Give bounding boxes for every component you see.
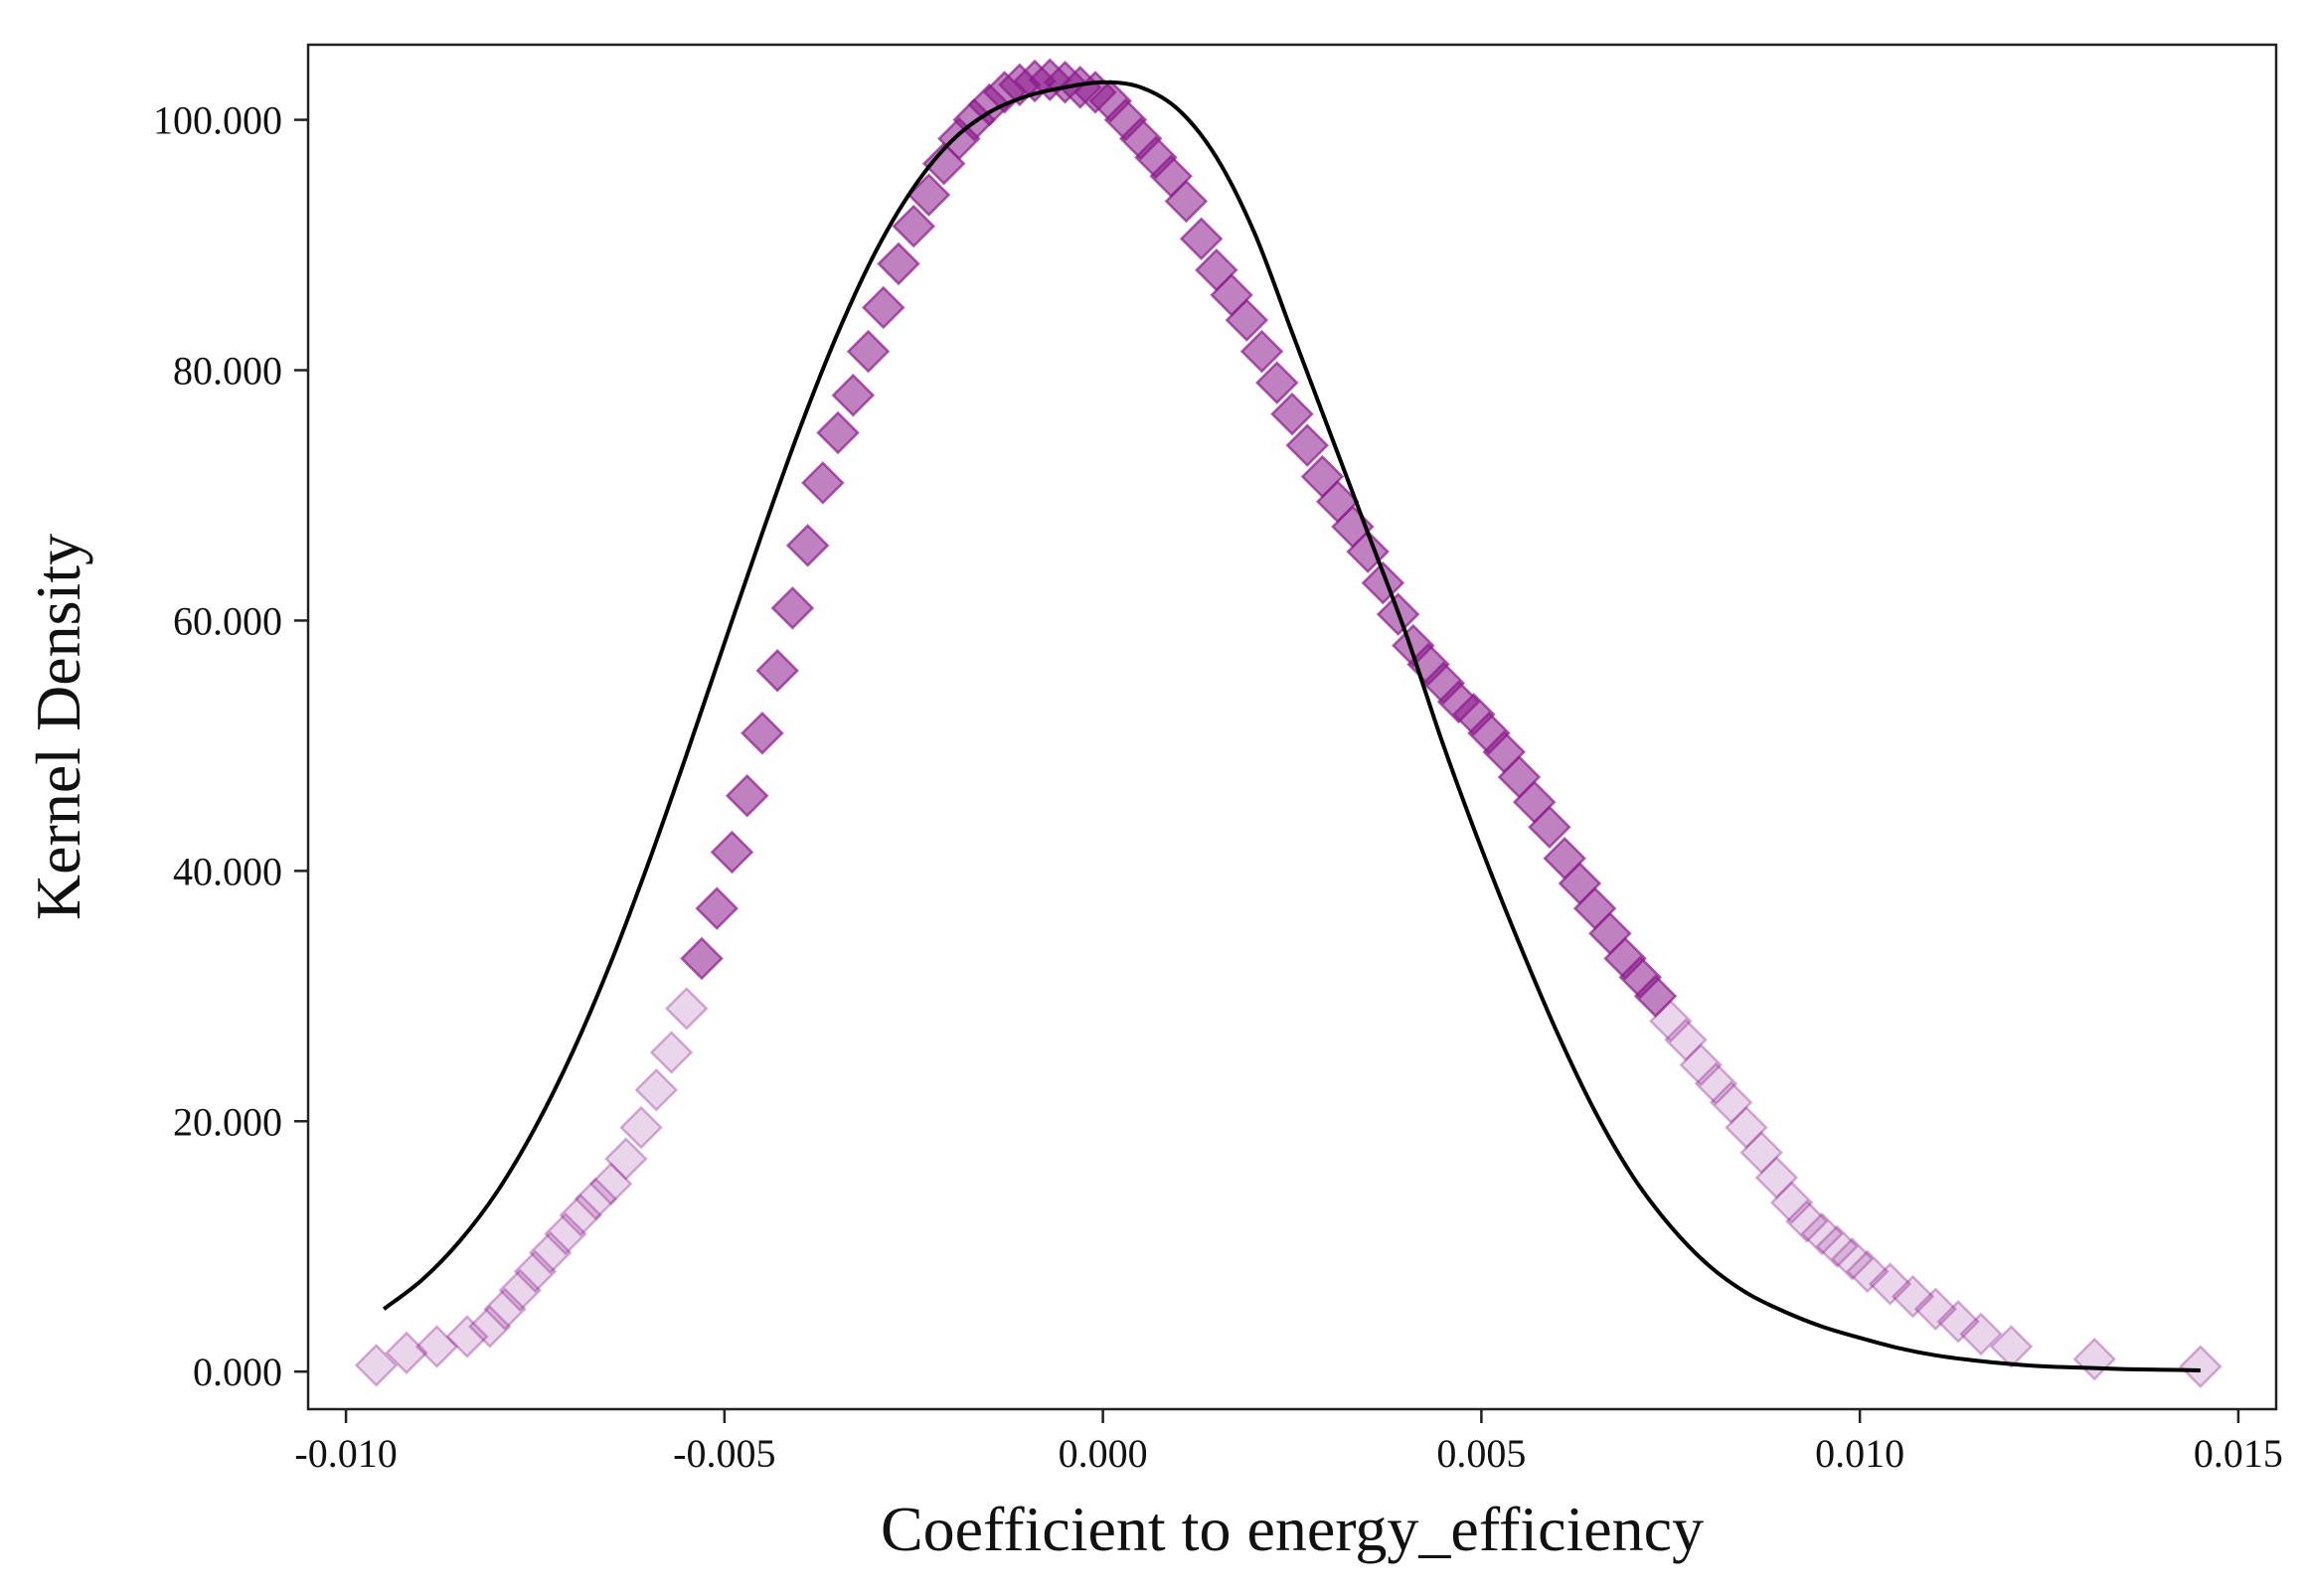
kde-point [619,1105,663,1150]
x-tick-label: 0.000 [1059,1431,1148,1476]
kde-point [354,1344,399,1387]
kde-point [468,1305,512,1349]
kde-point [1769,1181,1814,1224]
kde-point [846,329,891,374]
y-axis: 0.000 20.000 40.000 60.000 80.000 100.000 [153,98,308,1394]
y-tick-label: 100.000 [153,98,282,143]
kde-point [385,1331,428,1375]
kde-point [1936,1300,1980,1344]
kde-scatter-series [354,58,2222,1388]
kde-point [1739,1131,1783,1175]
kde-point [755,649,799,693]
kde-point [1239,329,1284,374]
kde-point [770,586,815,630]
x-tick-label: -0.005 [673,1431,775,1476]
x-axis-title: Coefficient to energy_efficiency [881,1494,1704,1564]
normal-density-line [382,80,2201,1372]
y-tick-label: 0.000 [193,1350,282,1394]
kde-point [695,886,739,930]
kde-point [710,830,754,875]
kde-point [877,241,920,286]
kde-point [725,774,769,818]
y-tick-label: 20.000 [173,1099,282,1144]
kde-point [1913,1287,1958,1331]
kde-point [574,1177,618,1221]
y-tick-label: 80.000 [173,349,282,394]
kde-point [1891,1274,1935,1319]
kde-point [1959,1312,2003,1357]
kde-point [680,936,724,981]
kde-point [801,461,845,505]
kde-point [1754,1156,1799,1199]
x-tick-label: 0.015 [2194,1431,2283,1476]
kde-point [528,1230,573,1275]
kde-point [1164,179,1209,224]
kde-point [634,1068,679,1112]
kde-point [816,410,860,455]
kde-point [1800,1211,1844,1256]
kde-point [1868,1262,1912,1306]
kde-point [741,712,784,755]
kde-point [785,524,830,567]
kde-point [1725,1105,1768,1150]
y-tick-label: 40.000 [173,849,282,893]
kde-point [1830,1237,1875,1281]
kde-point [1679,1042,1723,1087]
x-tick-label: 0.010 [1815,1431,1904,1476]
kde-point [1255,361,1299,404]
kde-point [831,373,876,417]
kde-point [1694,1061,1738,1106]
kde-point [513,1249,558,1294]
y-tick-label: 60.000 [173,598,282,643]
kde-point [665,987,709,1031]
kde-point [1633,974,1678,1019]
kde-point [483,1287,527,1331]
y-axis-title: Kernel Density [23,534,93,920]
kde-point [649,1031,694,1074]
kde-point [544,1211,587,1256]
x-tick-label: -0.010 [294,1431,397,1476]
kde-point [1785,1199,1829,1243]
kde-point [559,1193,602,1237]
kde-point [1649,999,1693,1043]
kde-point [862,285,905,330]
x-axis: -0.010 -0.005 0.000 0.005 0.010 0.015 [294,1409,2283,1476]
plot-frame [306,43,2278,1411]
kde-point [588,1162,633,1206]
kde-point [1989,1325,2034,1368]
kde-point [1285,423,1329,467]
kde-point [1664,1018,1708,1062]
kde-point [414,1325,459,1368]
kde-point [1179,217,1224,261]
kde-point [604,1137,648,1181]
kde-point [1815,1224,1860,1269]
kde-point [892,204,935,248]
kde-point [498,1268,542,1313]
kde-point [1528,805,1571,850]
kde-point [1846,1249,1890,1294]
kde-point [906,173,951,217]
kde-point [445,1315,489,1358]
kde-point [1225,298,1269,342]
kde-point [1709,1080,1753,1125]
kde-point [1270,392,1314,436]
kde-point [2072,1337,2116,1381]
kde-point [2179,1345,2222,1388]
x-tick-label: 0.005 [1436,1431,1526,1476]
